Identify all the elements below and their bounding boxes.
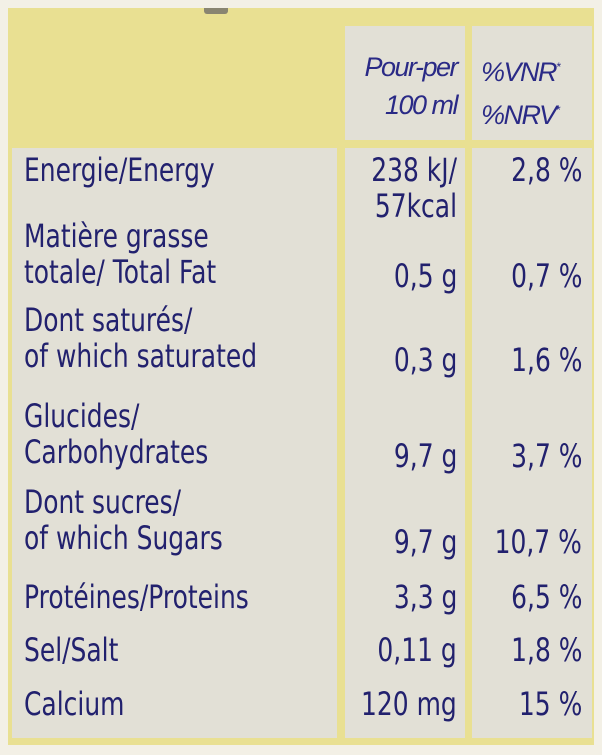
nutrient-nrv: 1,8 % [510, 631, 582, 669]
nutrient-value: 9,7 g [393, 437, 457, 475]
nutrient-name: Sel/Salt [24, 631, 119, 669]
nutrient-value: 3,3 g [393, 578, 457, 616]
nutrient-names-column [12, 148, 337, 738]
header-nrv-line2: %NRV* [481, 100, 561, 130]
nutrient-value: 120 mg [361, 685, 457, 723]
nutrient-nrv: 3,7 % [510, 437, 582, 475]
nutrient-value: 238 kJ/ 57kcal [371, 151, 457, 225]
nutrient-value: 0,11 g [377, 631, 457, 669]
nutrient-nrv: 1,6 % [510, 341, 582, 379]
nutrient-nrv: 0,7 % [510, 257, 582, 295]
nutrient-name: Protéines/Proteins [24, 578, 249, 616]
nutrient-name: Matière grasse totale/ Total Fat [24, 217, 217, 291]
header-per-100ml: Pour-per 100 ml [345, 26, 465, 140]
nrv-column [472, 148, 592, 738]
header-per-line1: Pour-per [364, 52, 458, 82]
nutrition-label-panel: Pour-per 100 ml %VNR* %NRV* [8, 8, 594, 745]
cropped-text-fragment [204, 8, 228, 14]
nutrient-name: Dont sucres/ of which Sugars [24, 483, 223, 557]
nutrient-value: 0,3 g [393, 341, 457, 379]
nutrient-value: 0,5 g [393, 257, 457, 295]
nutrient-nrv: 2,8 % [510, 151, 582, 189]
header-per-line2: 100 ml [384, 90, 459, 120]
header-nrv-line1: %VNR* [481, 57, 561, 87]
nutrient-value: 9,7 g [393, 523, 457, 561]
nutrient-nrv: 15 % [518, 685, 582, 723]
per-100ml-column [345, 148, 465, 738]
nutrient-nrv: 6,5 % [510, 578, 582, 616]
nutrient-name: Energie/Energy [24, 151, 215, 189]
header-nrv: %VNR* %NRV* [472, 26, 592, 140]
nutrient-nrv: 10,7 % [494, 523, 582, 561]
nutrient-name: Glucides/ Carbohydrates [24, 397, 209, 471]
nutrient-name: Dont saturés/ of which saturated [24, 301, 258, 375]
nutrient-name: Calcium [24, 685, 125, 723]
